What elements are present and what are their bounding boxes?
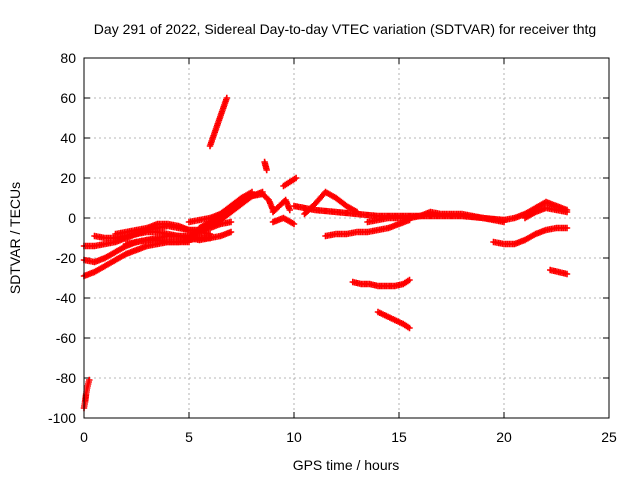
data-point bbox=[206, 230, 214, 238]
x-tick-label: 20 bbox=[496, 429, 512, 445]
data-point bbox=[286, 206, 293, 214]
series-arc-21 bbox=[406, 208, 508, 226]
series-arc-15 bbox=[280, 174, 300, 190]
data-point bbox=[263, 166, 270, 174]
data-point bbox=[223, 94, 230, 102]
data-point bbox=[227, 218, 235, 226]
data-point bbox=[406, 324, 413, 332]
plot-frame bbox=[83, 57, 610, 419]
y-tick-label: -80 bbox=[56, 370, 76, 386]
series-arc-24 bbox=[490, 224, 571, 248]
x-tick-label: 10 bbox=[286, 429, 302, 445]
x-tick-label: 0 bbox=[80, 429, 88, 445]
y-tick-label: -100 bbox=[48, 410, 76, 426]
y-tick-label: 80 bbox=[60, 50, 76, 66]
series-arc-23 bbox=[374, 308, 413, 332]
x-tick-label: 5 bbox=[185, 429, 193, 445]
series-arc-27 bbox=[547, 266, 571, 278]
series-arc-11 bbox=[206, 94, 230, 150]
x-tick-label: 15 bbox=[391, 429, 407, 445]
series-arc-26 bbox=[521, 204, 571, 222]
series-arc-12 bbox=[261, 158, 270, 174]
series-arc-20 bbox=[364, 214, 413, 226]
y-tick-label: 60 bbox=[60, 90, 76, 106]
data-point bbox=[563, 208, 571, 216]
y-tick-label: 0 bbox=[68, 210, 76, 226]
series-arc-16 bbox=[269, 214, 298, 228]
data-point bbox=[292, 174, 300, 182]
y-axis-label: SDTVAR / TECUs bbox=[7, 182, 23, 294]
series-arc-1 bbox=[80, 376, 93, 412]
series-arc-22 bbox=[349, 276, 413, 290]
series-arc-6 bbox=[122, 228, 235, 248]
y-tick-label: -60 bbox=[56, 330, 76, 346]
y-tick-label: -20 bbox=[56, 250, 76, 266]
y-tick-label: 20 bbox=[60, 170, 76, 186]
y-tick-label: 40 bbox=[60, 130, 76, 146]
data-point bbox=[563, 270, 571, 278]
series-arc-19 bbox=[322, 216, 413, 240]
data-point bbox=[406, 276, 413, 284]
data-point bbox=[563, 224, 571, 232]
chart-title: Day 291 of 2022, Sidereal Day-to-day VTE… bbox=[94, 21, 596, 37]
data-point bbox=[86, 376, 93, 384]
series-arc-14 bbox=[269, 196, 293, 216]
x-axis-label: GPS time / hours bbox=[293, 457, 400, 473]
x-tick-label: 25 bbox=[601, 429, 617, 445]
data-point bbox=[227, 228, 235, 236]
axis-ticks: 0 5 10 15 20 25 -100 -80 -60 -40 -20 0 20 40 60 80 bbox=[48, 50, 617, 445]
data-marks bbox=[80, 94, 571, 412]
y-tick-label: -40 bbox=[56, 290, 76, 306]
data-point bbox=[290, 220, 298, 228]
